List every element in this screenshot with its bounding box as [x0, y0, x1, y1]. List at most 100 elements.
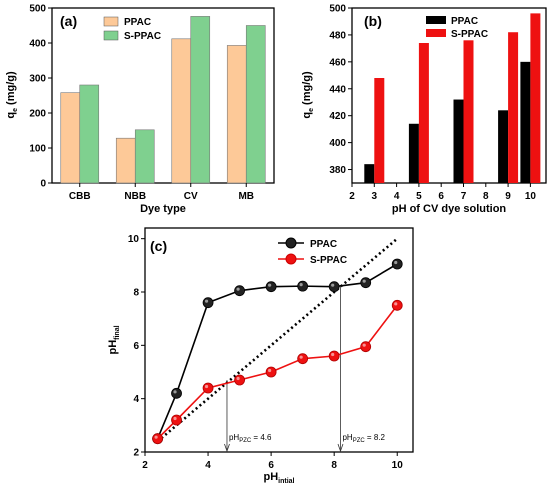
x-tick-label: 2 [142, 460, 148, 471]
y-tick-label: 300 [29, 74, 46, 85]
point-ppac [171, 387, 182, 399]
y-tick-label: 420 [329, 111, 346, 122]
x-tick-label: 6 [268, 460, 274, 471]
point-s-ppac [360, 341, 372, 353]
y-tick-label: 380 [329, 165, 346, 176]
panel-c-xlabel: pHintial [263, 471, 294, 485]
panel-b: 380 400 420 440 460 480 500 2 3 4 5 6 7 8 9 10 (b) pH … [301, 4, 547, 215]
panel-a-frame [51, 7, 275, 184]
legend-swatch-ppac [103, 16, 119, 27]
legend-swatch-sppac [103, 30, 119, 41]
panel-b-legend: PPAC S-PPAC [426, 16, 488, 40]
point-highlight [268, 368, 272, 373]
bar-ppac-ph9 [498, 110, 509, 183]
bar-s-ppac-nbb [134, 129, 155, 184]
legend-label-sppac: S-PPAC [124, 31, 161, 42]
x-tick-label: 8 [483, 191, 489, 202]
bar-s-ppac-ph3 [374, 78, 385, 183]
y-tick-label: 440 [329, 84, 346, 95]
legend-marker-ppac [285, 237, 297, 249]
panel-b-label: (b) [364, 13, 382, 29]
legend-swatch-sppac [426, 29, 446, 37]
y-tick-label: 460 [329, 57, 346, 68]
point-highlight [268, 283, 272, 287]
x-tick-label: 7 [461, 191, 467, 202]
bar-s-ppac-ph10 [530, 13, 541, 184]
panel-c-frame [144, 227, 414, 453]
legend-label-sppac: S-PPAC [310, 255, 347, 266]
bar-s-ppac-mb [245, 25, 266, 184]
series-line-s-ppac [157, 304, 398, 440]
point-ppac [360, 277, 372, 289]
point-s-ppac [265, 366, 277, 378]
bar-s-ppac-ph5 [418, 43, 429, 183]
y-tick-label: 0 [40, 179, 46, 190]
panel-a-legend: PPAC S-PPAC [103, 16, 161, 42]
x-tick-label: CBB [69, 191, 91, 202]
y-tick-label: 480 [329, 30, 346, 41]
x-tick-label: MB [238, 191, 254, 202]
y-tick-label: 10 [128, 234, 140, 245]
x-tick-label: CV [184, 191, 198, 202]
panel-c: 2 4 6 8 10 2 4 6 8 10 pHPZC = 4.6 pHPZC = 8.2 (c)… [107, 227, 414, 485]
x-tick-label: 6 [438, 191, 444, 202]
reference-line-y-equals-x [156, 237, 399, 443]
point-highlight [173, 416, 177, 421]
legend-swatch-ppac [426, 16, 446, 24]
x-tick-label: 10 [392, 460, 404, 471]
legend-label-sppac: S-PPAC [451, 29, 488, 40]
legend-marker-sppac [285, 253, 297, 265]
point-ppac [234, 285, 245, 297]
legend-label-ppac: PPAC [310, 239, 337, 250]
point-highlight [331, 283, 335, 287]
bar-s-ppac-cv [190, 16, 211, 184]
y-tick-label: 6 [133, 341, 139, 352]
panel-c-ylabel: pHfinal [107, 325, 121, 354]
panel-a-ylabel: qe (mg/g) [5, 71, 19, 119]
y-tick-label: 200 [29, 109, 46, 120]
point-s-ppac [391, 299, 403, 311]
y-tick-label: 500 [329, 4, 346, 15]
panel-a-label: (a) [60, 13, 77, 29]
x-tick-label: 8 [331, 460, 337, 471]
point-s-ppac [328, 350, 340, 362]
point-ppac [328, 281, 340, 293]
panel-b-frame [351, 7, 547, 184]
panel-b-ylabel: qe (mg/g) [301, 71, 315, 119]
pzc-arrow-head [337, 443, 344, 453]
legend-label-ppac: PPAC [124, 17, 151, 28]
bar-ppac-cv [171, 38, 192, 184]
point-s-ppac [152, 433, 164, 445]
panel-c-label: (c) [150, 238, 167, 254]
point-s-ppac [171, 414, 182, 426]
point-s-ppac [297, 353, 309, 365]
point-highlight [236, 376, 240, 381]
panel-a-xlabel: Dye type [140, 203, 186, 215]
point-ppac [391, 258, 403, 270]
x-tick-label: 10 [525, 191, 537, 202]
x-tick-label: NBB [124, 191, 146, 202]
bar-ppac-nbb [115, 137, 136, 184]
y-tick-label: 8 [133, 288, 139, 299]
point-highlight [394, 302, 398, 306]
y-tick-label: 100 [29, 144, 46, 155]
point-s-ppac [202, 382, 214, 394]
x-tick-label: 3 [372, 191, 378, 202]
point-ppac [297, 280, 309, 292]
x-tick-label: 4 [205, 460, 211, 471]
bar-s-ppac-cbb [79, 84, 100, 184]
point-highlight [299, 283, 303, 287]
panel-a: 0 100 200 300 400 500 CBB NBB CV MB (a) Dye type… [5, 4, 275, 215]
bar-ppac-ph5 [408, 123, 419, 183]
pzc-annotation: pHPZC = 4.6 [229, 433, 272, 444]
point-highlight [362, 343, 366, 347]
point-ppac [265, 281, 277, 293]
point-ppac [202, 297, 214, 309]
bar-ppac-ph10 [520, 61, 531, 183]
point-highlight [236, 287, 240, 291]
pzc-annotation: pHPZC = 8.2 [342, 433, 385, 444]
x-tick-label: 9 [505, 191, 511, 202]
bar-s-ppac-ph7 [463, 40, 474, 183]
point-highlight [154, 435, 158, 439]
